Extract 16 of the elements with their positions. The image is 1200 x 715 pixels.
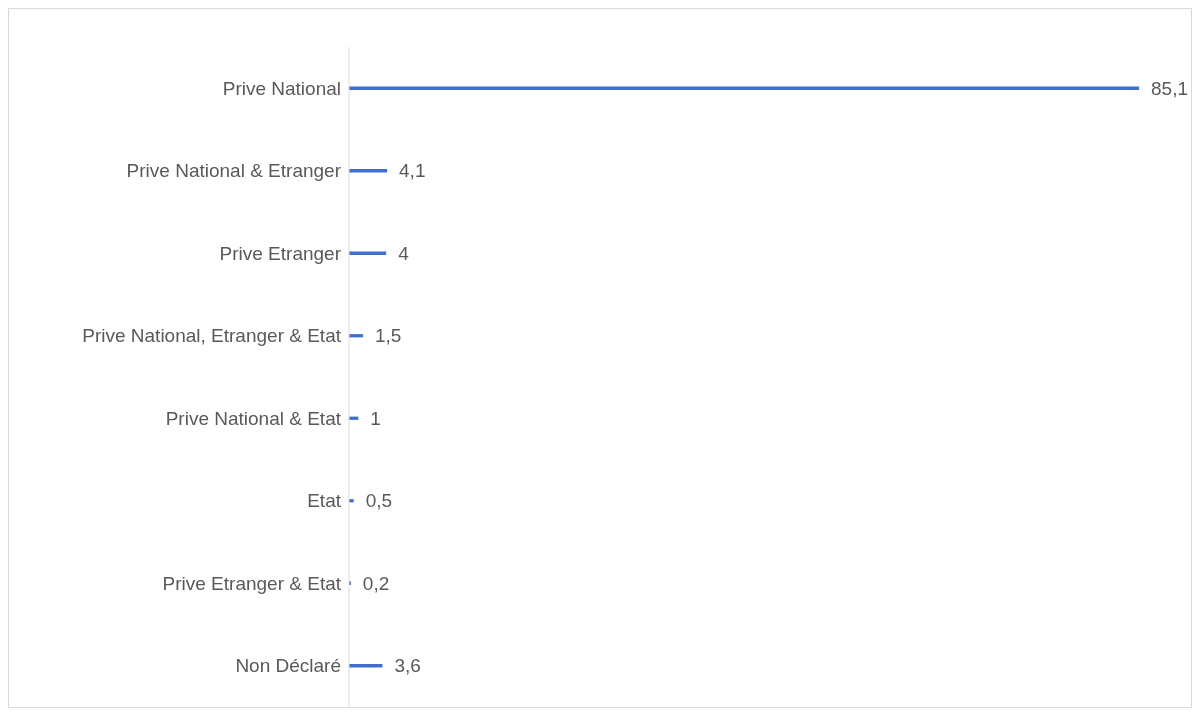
data-label: 1,5 xyxy=(374,325,402,347)
y-tick-label: Prive National xyxy=(222,78,341,99)
data-label: 4,1 xyxy=(399,160,426,182)
y-tick-label: Prive National & Etranger xyxy=(126,160,342,182)
data-label: 1 xyxy=(370,407,381,429)
data-label: 4 xyxy=(398,242,410,264)
y-tick-label: Etat xyxy=(307,490,342,512)
data-label: 0,2 xyxy=(362,572,390,594)
y-tick-label: Non Déclaré xyxy=(235,655,341,677)
y-tick-label: Prive Etranger xyxy=(219,242,342,264)
data-label: 3,6 xyxy=(394,655,421,677)
data-label: 85,1 xyxy=(1151,78,1188,99)
data-label: 0,5 xyxy=(365,490,393,512)
y-tick-label: Prive National & Etat xyxy=(165,407,342,429)
y-tick-label: Prive Etranger & Etat xyxy=(162,572,342,594)
y-tick-label: Prive National, Etranger & Etat xyxy=(82,325,342,347)
